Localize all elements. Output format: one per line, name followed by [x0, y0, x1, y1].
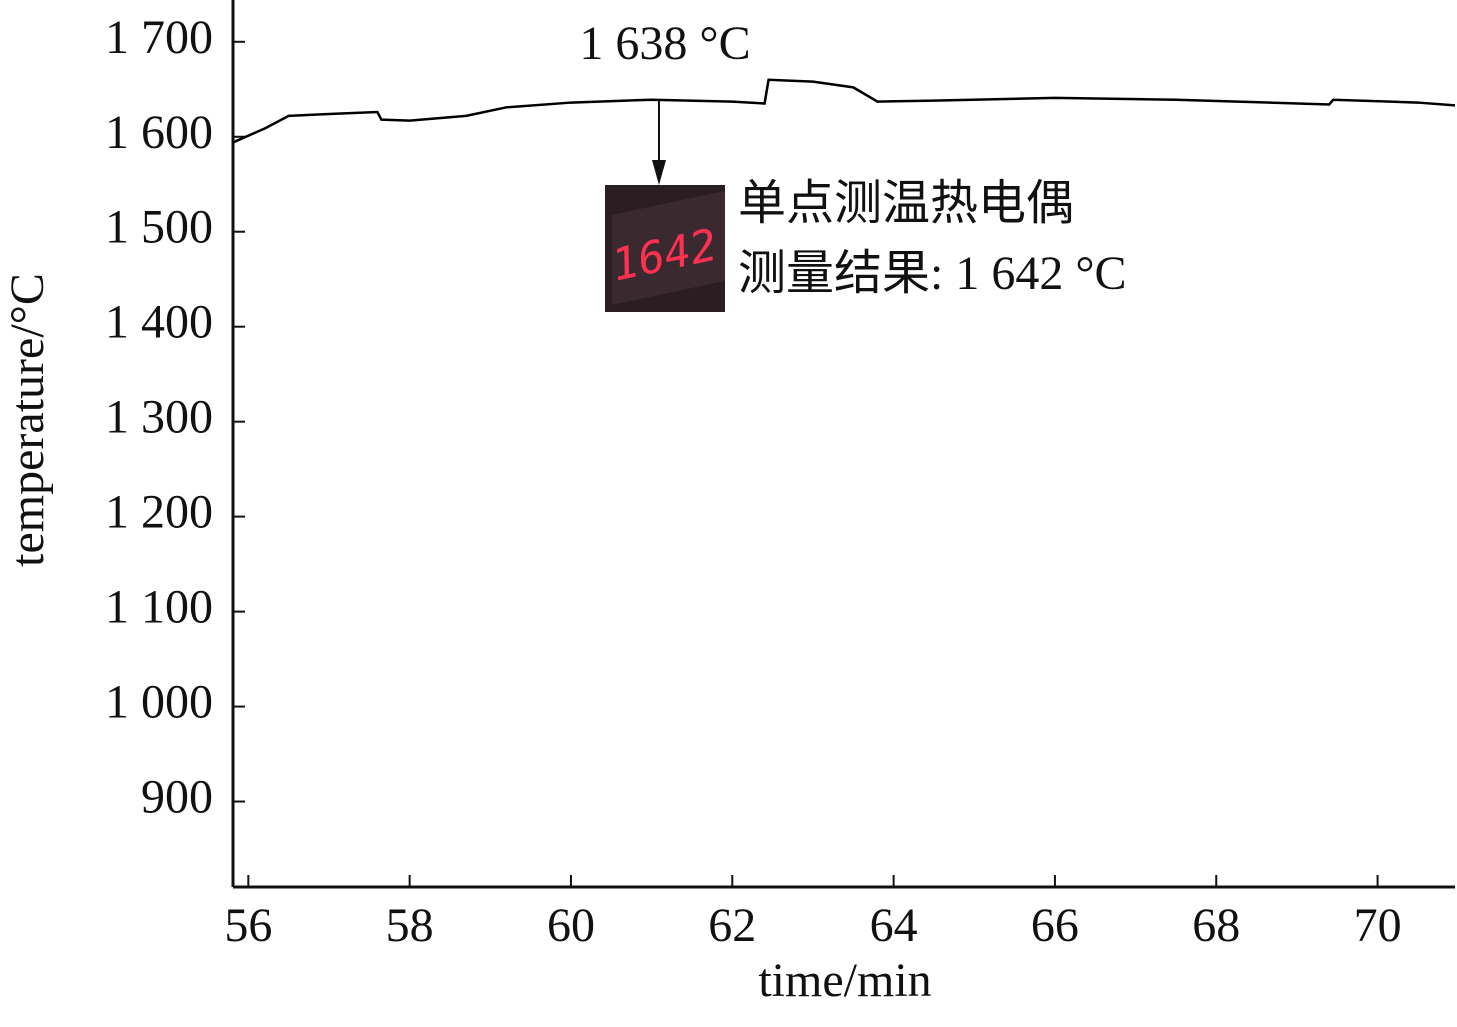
annotation: 1 638 °C	[579, 17, 750, 70]
y-axis-label: temperature/°C	[1, 273, 54, 567]
y-tick-label: 1 200	[105, 486, 213, 539]
photo-panel	[612, 190, 725, 305]
y-tick-label: 1 400	[105, 296, 213, 349]
x-tick-label: 64	[870, 899, 918, 952]
x-tick-label: 58	[386, 899, 434, 952]
x-tick-label: 60	[547, 899, 595, 952]
y-tick-label: 1 000	[105, 676, 213, 729]
y-tick-label: 1 600	[105, 106, 213, 159]
data-line	[232, 78, 1456, 144]
arrow-head	[652, 160, 666, 185]
y-tick-label: 1 100	[105, 581, 213, 634]
x-tick-label: 56	[224, 899, 272, 952]
x-tick-label: 62	[708, 899, 756, 952]
x-tick-label: 66	[1031, 899, 1079, 952]
y-tick-label: 1 300	[105, 391, 213, 444]
y-tick-label: 1 700	[105, 11, 213, 64]
x-axis-label: time/min	[758, 954, 931, 1007]
annotation: 测量结果: 1 642 °C	[738, 247, 1127, 300]
x-tick-label: 68	[1192, 899, 1240, 952]
annotation: 单点测温热电偶	[738, 177, 1074, 230]
y-tick-label: 1 500	[105, 201, 213, 254]
x-tick-label: 70	[1354, 899, 1402, 952]
y-tick-label: 900	[141, 771, 213, 824]
